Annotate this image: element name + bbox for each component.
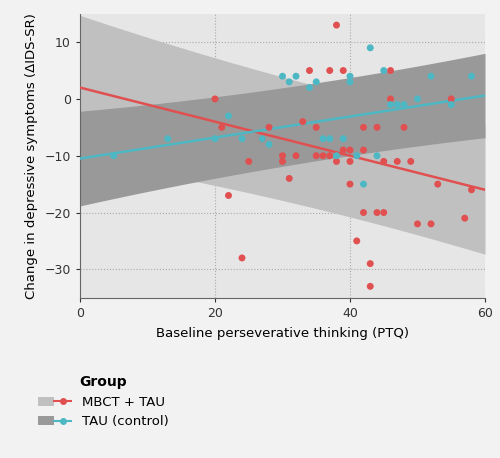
Point (224, 112, 232, 120)
Point (427, 72, 435, 80)
Point (265, 141, 273, 148)
Point (353, 152, 361, 159)
Point (258, 135, 266, 142)
Point (360, 124, 368, 131)
Point (319, 135, 327, 142)
Point (312, 152, 320, 159)
Point (373, 209, 381, 216)
Point (285, 175, 293, 182)
Point (468, 186, 475, 193)
Point (468, 72, 475, 80)
Point (326, 135, 334, 142)
Point (278, 72, 286, 80)
Point (366, 283, 374, 290)
Point (346, 78, 354, 86)
Point (380, 209, 388, 216)
Point (339, 135, 347, 142)
Point (447, 95, 455, 103)
Point (360, 180, 368, 188)
Point (366, 260, 374, 267)
Point (380, 67, 388, 74)
Point (278, 158, 286, 165)
Point (326, 152, 334, 159)
Point (211, 95, 219, 103)
Point (292, 72, 300, 80)
Point (386, 95, 394, 103)
Point (373, 124, 381, 131)
Point (360, 147, 368, 154)
Point (319, 152, 327, 159)
Point (258, 135, 266, 142)
Point (414, 95, 422, 103)
Point (218, 124, 226, 131)
Point (386, 67, 394, 74)
Point (380, 158, 388, 165)
Point (407, 158, 415, 165)
Point (373, 152, 381, 159)
Point (299, 118, 307, 125)
Legend: MBCT + TAU, TAU (control): MBCT + TAU, TAU (control) (38, 375, 168, 429)
Point (386, 101, 394, 108)
Point (238, 135, 246, 142)
Point (306, 84, 314, 91)
Point (400, 101, 408, 108)
Point (265, 124, 273, 131)
Point (332, 158, 340, 165)
Point (326, 67, 334, 74)
Point (292, 152, 300, 159)
Point (353, 237, 361, 245)
Point (332, 152, 340, 159)
Point (339, 67, 347, 74)
Point (346, 72, 354, 80)
Point (110, 152, 118, 159)
Point (393, 101, 401, 108)
Y-axis label: Change in depressive symptoms (ΔIDS-SR): Change in depressive symptoms (ΔIDS-SR) (24, 13, 38, 299)
Point (211, 135, 219, 142)
Point (447, 101, 455, 108)
Point (346, 180, 354, 188)
Point (427, 220, 435, 228)
Point (434, 180, 442, 188)
Point (346, 158, 354, 165)
Point (238, 254, 246, 262)
Point (360, 209, 368, 216)
Point (414, 220, 422, 228)
Point (278, 152, 286, 159)
Point (285, 78, 293, 86)
Point (332, 22, 340, 29)
Point (312, 124, 320, 131)
Point (224, 192, 232, 199)
Point (312, 78, 320, 86)
Point (393, 158, 401, 165)
Point (339, 147, 347, 154)
Point (366, 44, 374, 51)
Point (400, 124, 408, 131)
Point (306, 67, 314, 74)
Point (164, 135, 172, 142)
Point (346, 147, 354, 154)
X-axis label: Baseline perseverative thinking (PTQ): Baseline perseverative thinking (PTQ) (156, 327, 409, 340)
Point (245, 158, 252, 165)
Point (461, 214, 469, 222)
